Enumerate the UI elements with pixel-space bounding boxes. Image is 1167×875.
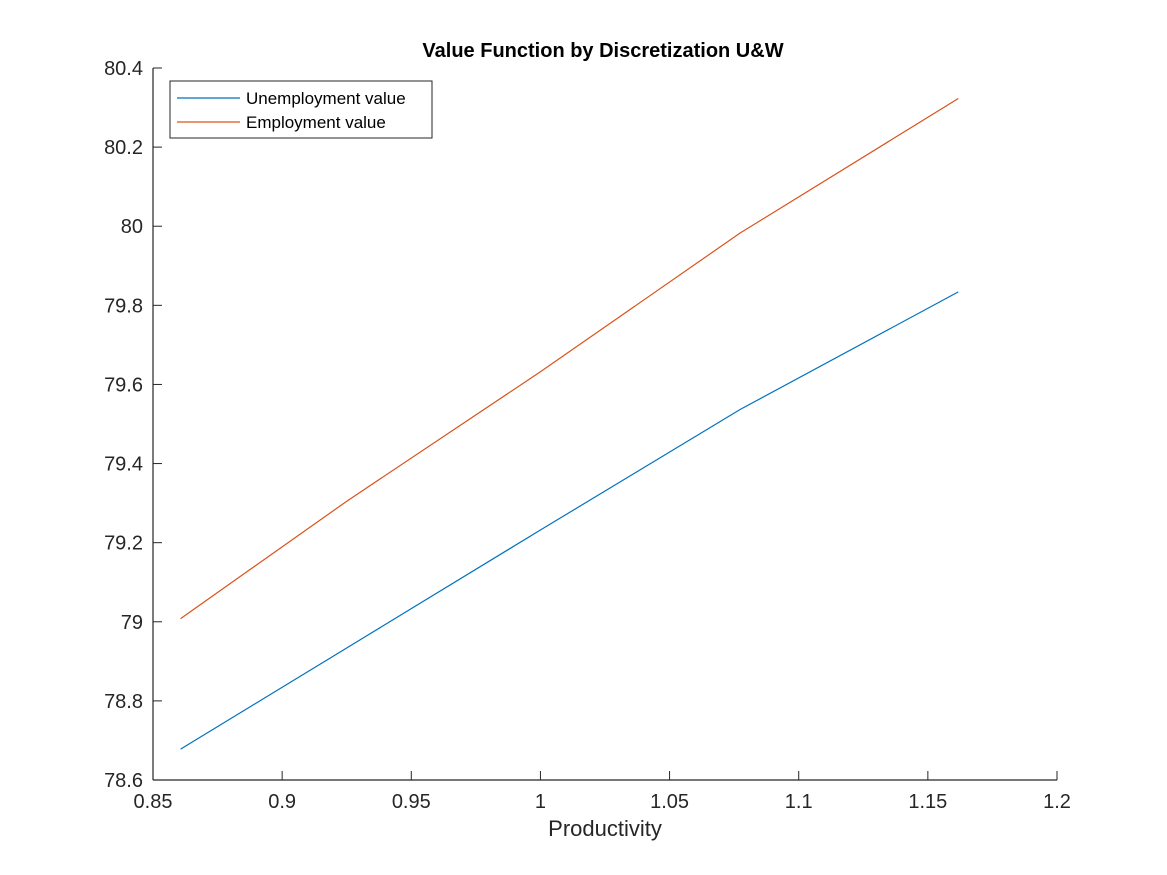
y-tick-label: 79.6 <box>104 374 143 396</box>
legend: Unemployment value Employment value <box>169 80 433 139</box>
axis-ticks: 0.85 0.9 0.95 1 1.05 1.1 1.15 1.2 78.6 78.8 79 79.2… <box>104 58 1071 813</box>
chart-title: Value Function by Discretization U&W <box>422 40 783 62</box>
legend-box <box>169 80 433 139</box>
y-tick-label: 80 <box>121 216 143 238</box>
x-tick-label: 0.9 <box>268 791 296 813</box>
y-tick-label: 78.6 <box>104 770 143 792</box>
series-lines <box>180 97 959 750</box>
x-tick-label: 0.85 <box>134 791 173 813</box>
plot-axes <box>152 68 1057 781</box>
x-tick-label: 1.2 <box>1043 791 1071 813</box>
y-tick-label: 79.8 <box>104 295 143 317</box>
y-tick-label: 79.2 <box>104 533 143 555</box>
x-tick-label: 1.05 <box>650 791 689 813</box>
x-tick-label: 1.1 <box>785 791 813 813</box>
x-axis-label: Productivity <box>548 816 662 841</box>
x-tick-label: 0.95 <box>392 791 431 813</box>
legend-label-employment: Employment value <box>246 113 386 132</box>
y-tick-label: 80.4 <box>104 58 143 80</box>
legend-label-unemployment: Unemployment value <box>246 89 406 108</box>
series-line-employment-value <box>180 97 959 620</box>
y-tick-label: 79.4 <box>104 454 143 476</box>
series-line-unemployment-value <box>180 291 959 750</box>
y-tick-label: 78.8 <box>104 691 143 713</box>
x-tick-label: 1 <box>535 791 546 813</box>
y-tick-label: 79 <box>121 612 143 634</box>
y-tick-label: 80.2 <box>104 137 143 159</box>
x-tick-label: 1.15 <box>908 791 947 813</box>
